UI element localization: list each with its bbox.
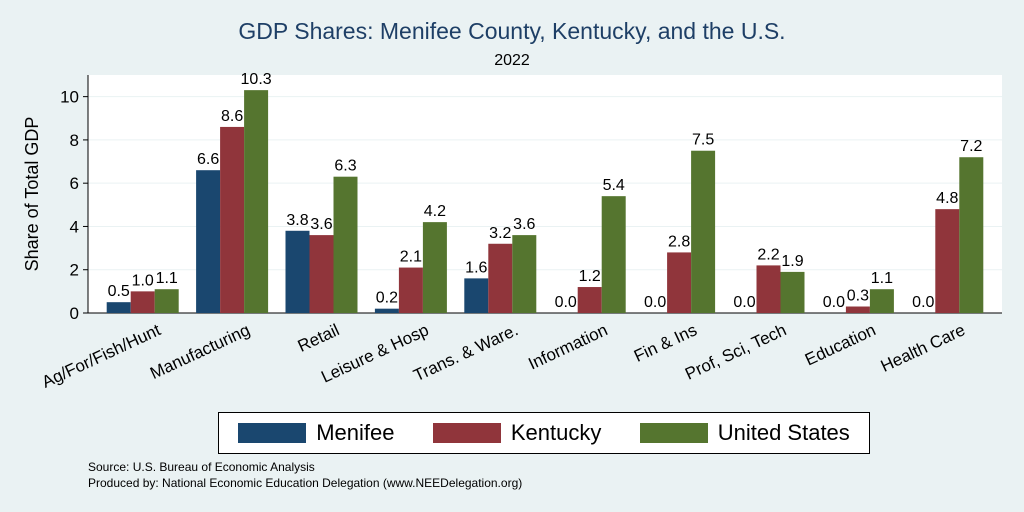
data-label: 4.2: [424, 203, 446, 220]
data-label: 7.2: [960, 138, 982, 155]
bar-united-states: [154, 289, 179, 313]
x-tick-label: Fin & Ins: [631, 320, 700, 366]
bar-menifee: [374, 308, 399, 313]
legend-label-menifee: Menifee: [316, 420, 395, 445]
bar-united-states: [601, 196, 626, 313]
y-tick-label: 8: [70, 131, 79, 150]
legend-item-united-states: United States: [639, 420, 850, 446]
bar-united-states: [780, 271, 805, 313]
bar-kentucky: [130, 291, 155, 313]
bar-kentucky: [488, 243, 513, 313]
bar-united-states: [512, 235, 537, 313]
data-label: 1.2: [579, 268, 601, 285]
y-tick-label: 4: [70, 217, 79, 236]
bar-united-states: [869, 289, 894, 313]
bar-kentucky: [667, 252, 692, 313]
x-tick-label: Health Care: [878, 320, 968, 376]
bar-united-states: [959, 157, 984, 313]
y-axis-label: Share of Total GDP: [22, 117, 42, 272]
chart-title: GDP Shares: Menifee County, Kentucky, an…: [238, 18, 786, 44]
y-tick-label: 0: [70, 304, 79, 323]
data-label: 1.1: [871, 270, 893, 287]
data-label: 1.0: [132, 272, 154, 289]
bar-menifee: [464, 278, 489, 313]
bar-united-states: [691, 150, 716, 313]
y-tick-label: 2: [70, 261, 79, 280]
data-label: 0.0: [912, 294, 934, 311]
bar-kentucky: [935, 209, 960, 313]
bar-kentucky: [309, 235, 334, 313]
x-tick-label: Retail: [295, 320, 342, 356]
legend-label-kentucky: Kentucky: [510, 420, 602, 445]
data-label: 0.0: [823, 294, 845, 311]
bar-united-states: [244, 90, 269, 314]
data-label: 0.3: [847, 288, 869, 305]
data-label: 3.6: [310, 216, 332, 233]
data-label: 7.5: [692, 132, 714, 149]
legend-swatch-kentucky: [432, 423, 501, 443]
x-tick-label: Prof, Sci, Tech: [682, 320, 789, 383]
legend-item-menifee: Menifee: [238, 420, 394, 446]
data-label: 1.1: [156, 270, 178, 287]
bar-united-states: [333, 176, 358, 313]
source-note: Source: U.S. Bureau of Economic Analysis: [88, 460, 315, 474]
data-label: 2.2: [757, 246, 779, 263]
produced-by-note: Produced by: National Economic Education…: [88, 476, 523, 490]
data-label: 3.6: [513, 216, 535, 233]
bar-kentucky: [220, 126, 245, 313]
data-label: 2.8: [668, 233, 690, 250]
bar-kentucky: [577, 287, 602, 313]
data-label: 2.1: [400, 249, 422, 266]
x-tick-label: Manufacturing: [147, 320, 253, 383]
bar-menifee: [285, 230, 310, 313]
legend-item-kentucky: Kentucky: [432, 420, 602, 446]
legend-swatch-united-states: [639, 423, 708, 443]
data-label: 3.2: [489, 225, 511, 242]
bar-kentucky: [845, 306, 870, 313]
y-tick-label: 10: [60, 88, 79, 107]
data-label: 3.8: [286, 212, 308, 229]
data-label: 6.3: [334, 158, 356, 175]
data-label: 5.4: [603, 177, 625, 194]
legend-label-united-states: United States: [717, 420, 850, 445]
data-label: 1.9: [781, 253, 803, 270]
bar-menifee: [196, 170, 221, 313]
data-label: 4.8: [936, 190, 958, 207]
chart-legend: Menifee Kentucky United States: [218, 412, 870, 454]
data-label: 6.6: [197, 151, 219, 168]
legend-swatch-menifee: [238, 423, 307, 443]
chart-subtitle: 2022: [494, 52, 530, 69]
y-tick-label: 6: [70, 174, 79, 193]
data-label: 0.0: [644, 294, 666, 311]
data-label: 0.2: [376, 290, 398, 307]
data-label: 1.6: [465, 259, 487, 276]
data-label: 0.0: [733, 294, 755, 311]
data-label: 10.3: [241, 71, 272, 88]
x-tick-label: Ag/For/Fish/Hunt: [39, 320, 164, 392]
bar-menifee: [106, 302, 131, 313]
x-tick-label: Information: [525, 320, 610, 373]
bar-united-states: [422, 222, 447, 313]
bar-kentucky: [398, 267, 423, 313]
data-label: 8.6: [221, 108, 243, 125]
x-tick-label: Education: [802, 320, 879, 369]
data-label: 0.5: [108, 283, 130, 300]
data-label: 0.0: [555, 294, 577, 311]
bar-kentucky: [756, 265, 781, 313]
